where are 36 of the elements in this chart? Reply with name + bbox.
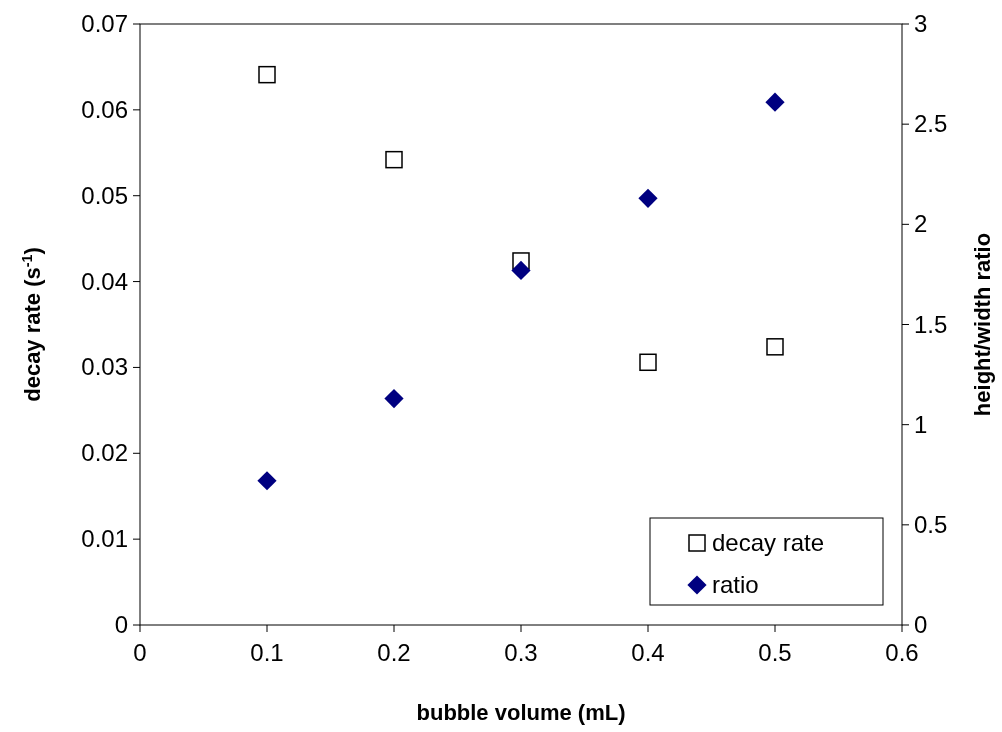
y-tick-label: 0: [114, 611, 128, 638]
x-axis-title: bubble volume (mL): [416, 700, 626, 725]
x-tick-label: 0.4: [631, 639, 665, 666]
y2-tick-label: 2: [914, 210, 928, 238]
y2-tick-label: 1: [914, 410, 928, 438]
point: [385, 150, 403, 169]
x-tick-label: 0.1: [250, 639, 284, 666]
y-tick-label: 0.04: [81, 267, 128, 295]
x-tick-label: 0.6: [885, 639, 919, 666]
x-tick-label: 0.5: [758, 639, 792, 666]
legend-label: decay rate: [712, 529, 825, 556]
legend-label: ratio: [712, 571, 759, 598]
point: [639, 353, 657, 372]
point: [384, 389, 404, 409]
y-tick-label: 0.06: [81, 95, 128, 123]
y2-tick-label: 1.5: [914, 310, 948, 338]
point: [638, 188, 658, 208]
x-tick-label: 0.3: [504, 639, 538, 666]
point: [512, 252, 530, 270]
point: [258, 65, 276, 84]
y-tick-label: 0.03: [81, 353, 128, 381]
y-tick-label: 0.05: [81, 181, 128, 209]
y2-tick-label: 0: [914, 611, 928, 638]
y2-tick-label: 2.5: [914, 110, 948, 138]
y2-axis-title: height/width ratio: [970, 232, 995, 417]
y2-tick-label: 3: [914, 10, 928, 37]
y-tick-label: 0.02: [81, 439, 128, 467]
x-tick-label: 0.2: [377, 639, 411, 666]
point: [765, 92, 785, 112]
y-tick-label: 0.01: [81, 525, 128, 553]
point: [511, 260, 531, 281]
x-tick-label: 0: [133, 639, 147, 666]
point: [766, 338, 784, 356]
point: [257, 471, 277, 491]
y2-tick-label: 0.5: [914, 510, 948, 538]
y-tick-label: 0.07: [81, 10, 128, 37]
